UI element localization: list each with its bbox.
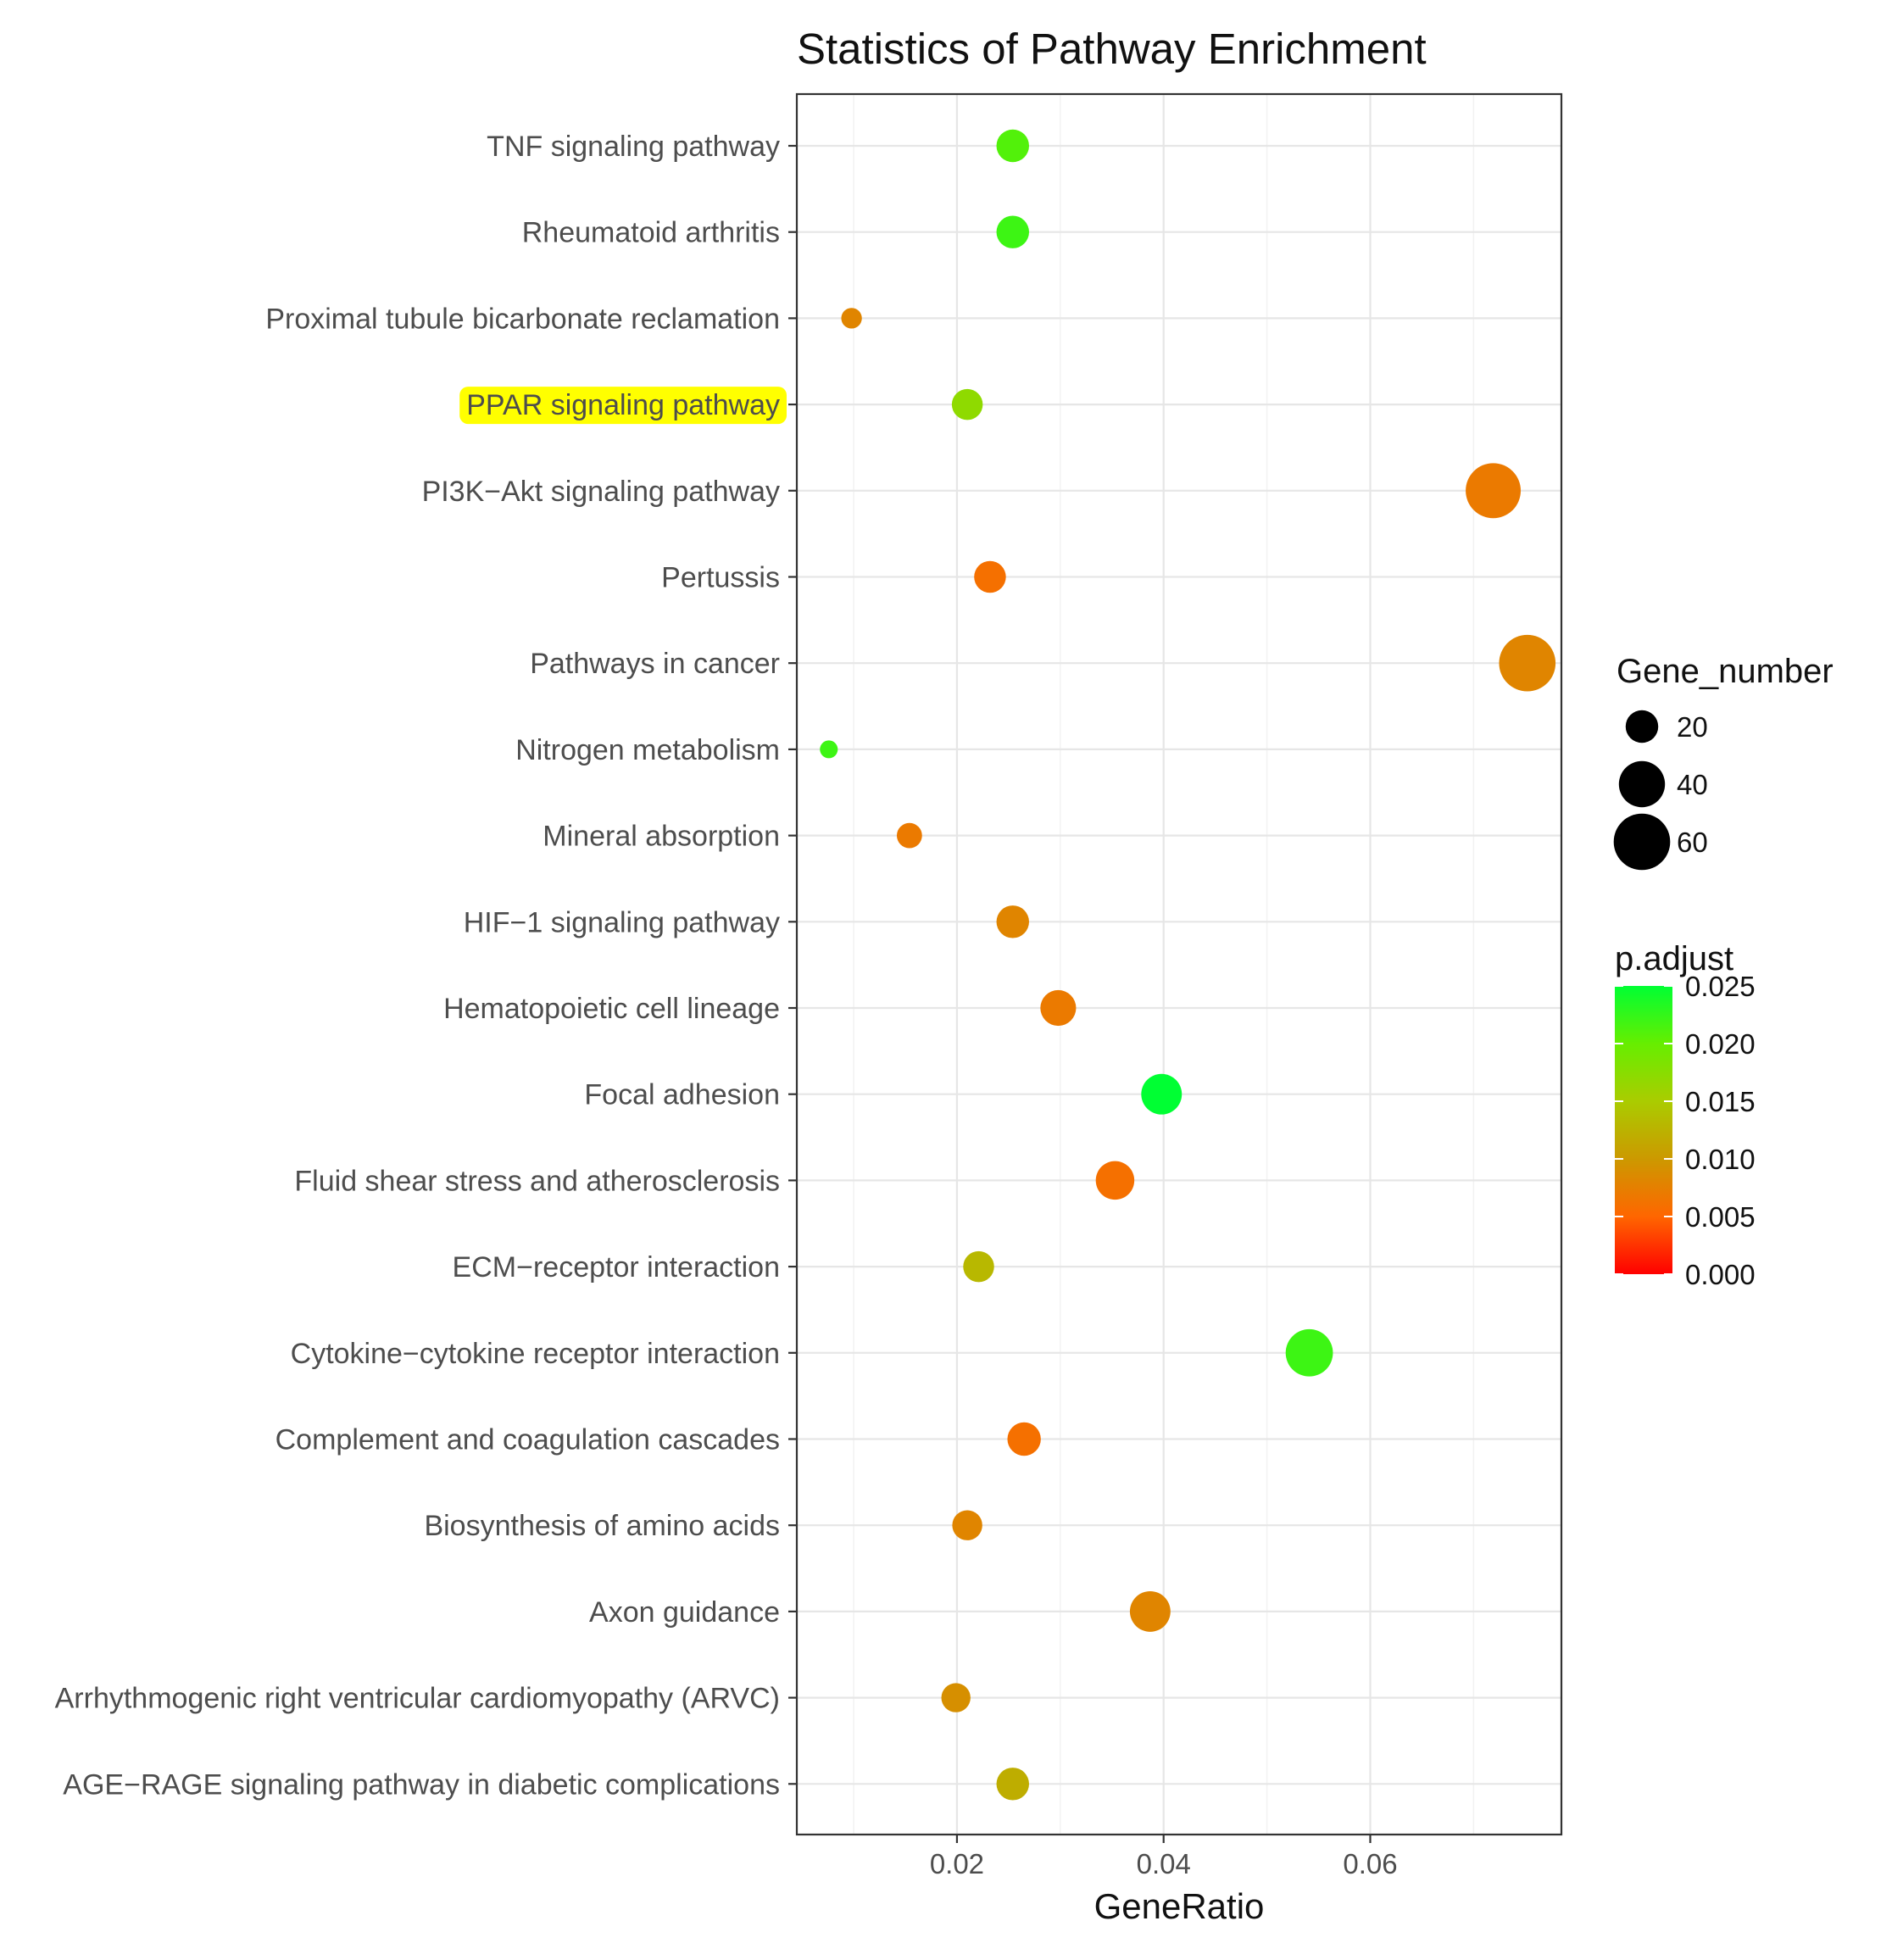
color-legend: p.adjust 0.025 0.020 0.015 0.010 0.005 0.000 (1615, 940, 1756, 1290)
data-point (996, 905, 1029, 938)
data-point (996, 129, 1029, 163)
color-legend-gradient-bar (1615, 986, 1672, 1274)
data-point (896, 822, 922, 849)
size-legend-label: 40 (1677, 769, 1708, 800)
plot-border (795, 92, 1563, 1836)
data-point (1141, 1073, 1182, 1115)
data-point (941, 1683, 971, 1712)
data-point (1285, 1328, 1333, 1377)
x-tick-label: 0.04 (1137, 1848, 1191, 1879)
data-point (963, 1250, 994, 1283)
label-highlight (459, 387, 787, 425)
y-tick-label: Complement and coagulation cascades (275, 1424, 780, 1456)
grid (797, 94, 1561, 1835)
y-tick-label: Focal adhesion (584, 1079, 780, 1111)
y-tick-label: Proximal tubule bicarbonate reclamation (265, 303, 780, 335)
data-point (1007, 1422, 1041, 1456)
x-tick-label: 0.02 (930, 1848, 984, 1879)
size-legend-label: 20 (1677, 711, 1708, 743)
data-points (820, 129, 1556, 1801)
color-legend-label: 0.010 (1685, 1144, 1756, 1175)
color-legend-label: 0.005 (1685, 1201, 1756, 1233)
color-legend-label: 0.015 (1685, 1086, 1756, 1117)
y-tick-label: PPAR signaling pathway (466, 389, 780, 421)
plot-background (797, 94, 1561, 1835)
color-legend-label: 0.025 (1685, 971, 1756, 1002)
y-tick-label: Hematopoietic cell lineage (443, 993, 780, 1025)
data-point (974, 560, 1006, 593)
y-tick-label: AGE−RAGE signaling pathway in diabetic c… (63, 1768, 780, 1801)
size-legend: Gene_number 20 40 60 (1613, 653, 1834, 871)
y-tick-label: Rheumatoid arthritis (522, 217, 780, 249)
y-tick-label: Arrhythmogenic right ventricular cardiom… (55, 1683, 780, 1715)
data-point (996, 215, 1029, 248)
y-axis-labels: TNF signaling pathway Rheumatoid arthriti… (55, 131, 797, 1801)
y-tick-label: Fluid shear stress and atherosclerosis (294, 1165, 780, 1197)
data-point (1040, 989, 1077, 1027)
data-point (952, 1510, 982, 1540)
color-legend-label: 0.020 (1685, 1028, 1756, 1060)
data-point (841, 308, 862, 329)
y-tick-label: TNF signaling pathway (487, 131, 780, 163)
x-axis-ticks: 0.02 0.04 0.06 (930, 1835, 1398, 1879)
highlight-layer (459, 387, 787, 425)
y-tick-label: HIF−1 signaling pathway (464, 906, 780, 938)
x-tick-label: 0.06 (1343, 1848, 1397, 1879)
data-point (820, 740, 838, 759)
y-tick-label: Cytokine−cytokine receptor interaction (291, 1338, 780, 1370)
data-point (1095, 1161, 1135, 1200)
data-point (951, 388, 983, 420)
y-tick-label: Mineral absorption (543, 821, 780, 853)
size-legend-title: Gene_number (1617, 653, 1834, 690)
data-point (996, 1768, 1029, 1801)
color-legend-title: p.adjust (1615, 940, 1733, 977)
x-axis-title: GeneRatio (1094, 1886, 1265, 1926)
y-tick-label: ECM−receptor interaction (453, 1251, 780, 1283)
data-point (1466, 463, 1522, 519)
color-legend-label: 0.000 (1685, 1259, 1756, 1290)
y-tick-label: Axon guidance (589, 1596, 780, 1629)
size-legend-key (1618, 760, 1666, 808)
size-legend-key (1625, 710, 1659, 743)
y-tick-label: Nitrogen metabolism (515, 734, 780, 766)
y-tick-label: Biosynthesis of amino acids (424, 1510, 780, 1542)
y-tick-label: Pertussis (661, 562, 780, 594)
size-legend-key (1613, 813, 1671, 871)
y-tick-label: Pathways in cancer (530, 648, 780, 680)
y-tick-label: PI3K−Akt signaling pathway (422, 476, 780, 508)
data-point (1499, 634, 1556, 692)
data-point (1129, 1590, 1171, 1632)
chart-title: Statistics of Pathway Enrichment (797, 25, 1427, 73)
size-legend-label: 60 (1677, 827, 1708, 858)
